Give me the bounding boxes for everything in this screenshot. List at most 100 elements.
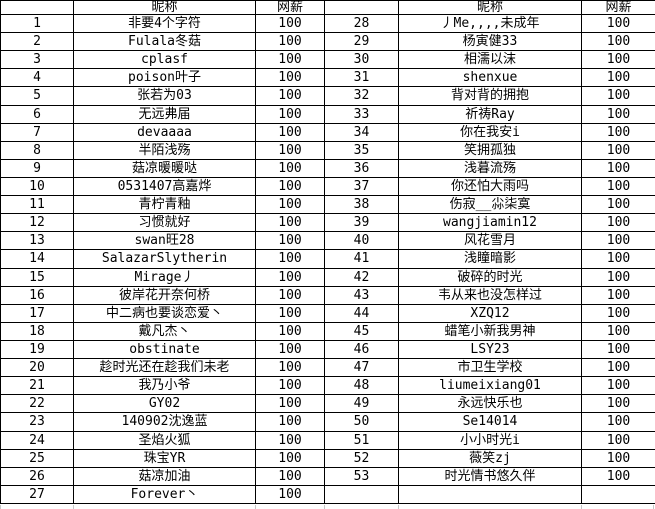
table-row: 23 140902沈逸蓝 100 50 Se14014 100 (0, 412, 655, 432)
nickname-cell: 0531407高嘉烨 (73, 176, 256, 197)
nickname-cell: 破碎的时光 (398, 267, 582, 287)
salary-cell: 100 (255, 358, 325, 378)
salary-cell: 100 (255, 86, 325, 106)
nickname-cell: Se14014 (398, 412, 582, 432)
index-cell: 41 (324, 249, 399, 269)
index-header-cell (324, 0, 399, 15)
index-cell: 36 (324, 158, 399, 178)
salary-header-cell: 网薪 (581, 0, 655, 15)
salary-cell: 100 (255, 158, 325, 178)
salary-cell: 100 (255, 249, 325, 269)
nickname-cell: 圣焰火狐 (73, 430, 256, 450)
index-cell: 21 (0, 376, 74, 396)
index-cell: 33 (324, 104, 399, 124)
index-cell: 50 (324, 412, 399, 432)
table-row: 16 彼岸花开奈何桥 100 43 韦从来也没怎样过 100 (0, 285, 655, 305)
index-cell: 10 (0, 176, 74, 197)
table-row: 17 中二病也要谈恋爱丶 100 44 XZQ12 100 (0, 303, 655, 323)
nickname-cell: obstinate (73, 339, 256, 360)
index-cell: 40 (324, 231, 399, 251)
salary-cell: 100 (581, 249, 655, 269)
salary-cell: 100 (581, 158, 655, 178)
index-cell: 37 (324, 176, 399, 197)
salary-cell: 100 (255, 68, 325, 88)
salary-cell: 100 (255, 339, 325, 360)
table-row: 11 青柠青釉 100 38 伤寂__尛柒寞 100 (0, 195, 655, 215)
salary-cell: 100 (255, 231, 325, 251)
index-cell: 13 (0, 231, 74, 251)
index-cell: 47 (324, 358, 399, 378)
salary-cell: 100 (581, 430, 655, 450)
index-cell: 11 (0, 195, 74, 215)
salary-cell: 100 (581, 50, 655, 70)
index-header-cell (0, 0, 74, 15)
nickname-cell: poison叶子 (73, 68, 256, 88)
index-cell: 2 (0, 32, 74, 52)
nickname-cell: 永远快乐也 (398, 394, 582, 414)
index-cell: 18 (0, 321, 74, 341)
nickname-cell: 杨寅健33 (398, 32, 582, 52)
nickname-cell: 小小时光i (398, 430, 582, 450)
nickname-cell: 薇笑zj (398, 448, 582, 468)
salary-cell: 100 (255, 176, 325, 197)
nickname-cell: 背对背的拥抱 (398, 86, 582, 106)
table-row: 3 cplasf 100 30 相濡以沫 100 (0, 50, 655, 70)
salary-cell: 100 (581, 122, 655, 142)
salary-header-cell: 网薪 (255, 0, 325, 15)
index-cell: 27 (0, 484, 74, 505)
table-row: 21 我乃小爷 100 48 liumeixiang01 100 (0, 376, 655, 396)
salary-cell: 100 (255, 321, 325, 341)
nickname-cell: liumeixiang01 (398, 376, 582, 396)
index-cell: 28 (324, 13, 399, 34)
index-cell: 8 (0, 140, 74, 160)
nickname-cell: 祈祷Ray (398, 104, 582, 124)
nickname-cell: 张若为03 (73, 86, 256, 106)
table-row: 4 poison叶子 100 31 shenxue 100 (0, 68, 655, 88)
salary-cell: 100 (255, 104, 325, 124)
nickname-cell: 中二病也要谈恋爱丶 (73, 303, 256, 323)
nickname-header-cell: 昵称 (73, 0, 256, 15)
nickname-cell: 风花雪月 (398, 231, 582, 251)
table-row: 22 GY02 100 49 永远快乐也 100 (0, 394, 655, 414)
salary-cell: 100 (581, 140, 655, 160)
nickname-cell: 时光情书悠久伴 (398, 466, 582, 486)
table-row: 8 半陌浅殇 100 35 笑拥孤独 100 (0, 140, 655, 160)
nickname-cell: 韦从来也没怎样过 (398, 285, 582, 305)
table-row: 15 Mirage丿 100 42 破碎的时光 100 (0, 267, 655, 287)
salary-cell: 100 (581, 412, 655, 432)
index-cell: 51 (324, 430, 399, 450)
index-cell: 17 (0, 303, 74, 323)
salary-cell: 100 (581, 86, 655, 106)
salary-cell: 100 (581, 267, 655, 287)
salary-cell: 100 (581, 358, 655, 378)
salary-cell: 100 (581, 339, 655, 360)
table-row: 20 趁时光还在趁我们未老 100 47 市卫生学校 100 (0, 358, 655, 378)
index-cell: 30 (324, 50, 399, 70)
index-cell: 44 (324, 303, 399, 323)
salary-cell: 100 (581, 231, 655, 251)
table-row: 9 菇凉暖暖哒 100 36 浅暮流殇 100 (0, 158, 655, 178)
salary-cell: 100 (581, 104, 655, 124)
table-body: 1 非要4个字符 100 28 丿Me,,,,未成年 100 2 Fulala冬菇 100 29 杨… (0, 13, 655, 505)
salary-cell: 100 (581, 303, 655, 323)
index-cell: 16 (0, 285, 74, 305)
salary-cell: 100 (581, 448, 655, 468)
index-cell: 52 (324, 448, 399, 468)
salary-cell: 100 (255, 13, 325, 34)
salary-cell: 100 (255, 484, 325, 505)
index-cell: 24 (0, 430, 74, 450)
table-row: 14 SalazarSlytherin 100 41 浅瞳暗影 100 (0, 249, 655, 269)
salary-cell: 100 (255, 213, 325, 233)
index-cell: 45 (324, 321, 399, 341)
index-cell: 12 (0, 213, 74, 233)
nickname-cell: 浅暮流殇 (398, 158, 582, 178)
table-row: 19 obstinate 100 46 LSY23 100 (0, 339, 655, 360)
nickname-cell: 我乃小爷 (73, 376, 256, 396)
index-cell: 35 (324, 140, 399, 160)
index-cell: 6 (0, 104, 74, 124)
nickname-cell: 青柠青釉 (73, 195, 256, 215)
salary-cell: 100 (581, 13, 655, 34)
salary-cell (581, 484, 655, 505)
nickname-cell: 丿Me,,,,未成年 (398, 13, 582, 34)
